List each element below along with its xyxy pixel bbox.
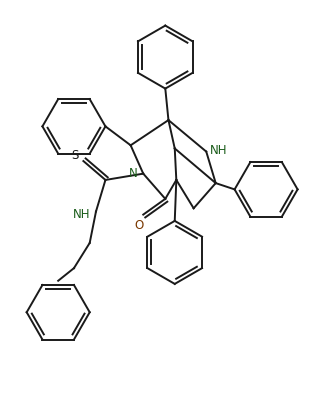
Text: S: S [71,149,78,162]
Text: N: N [129,166,138,179]
Text: NH: NH [210,143,227,156]
Text: O: O [135,218,144,231]
Text: NH: NH [73,207,91,220]
